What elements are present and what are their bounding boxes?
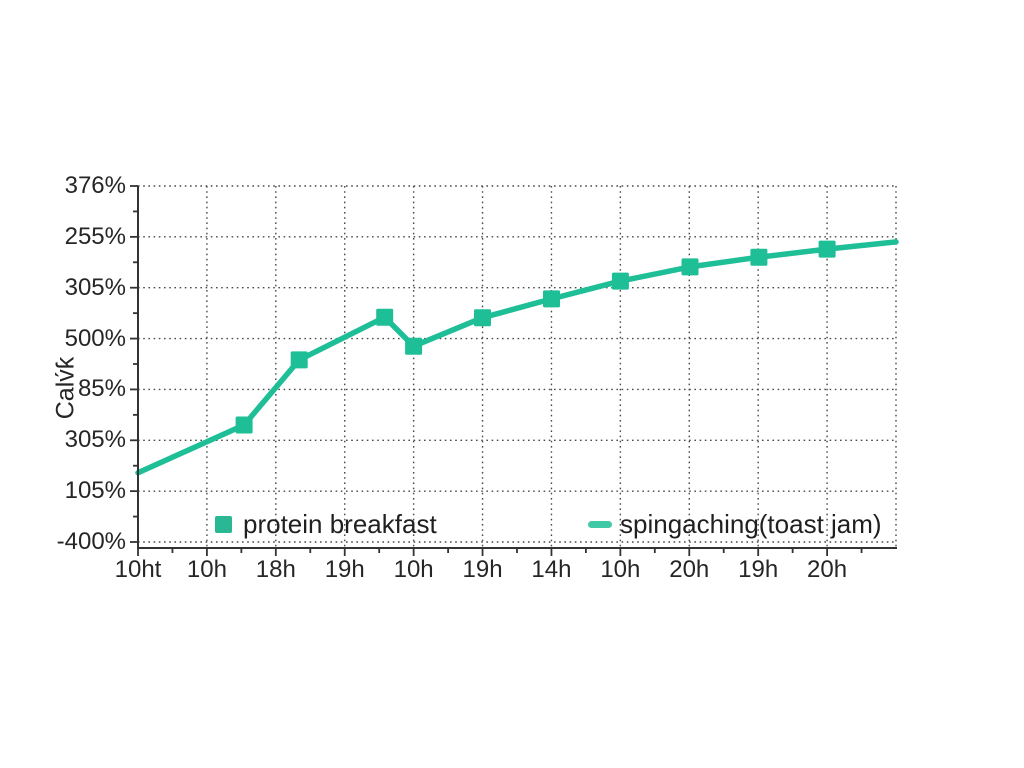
y-tick-label: 305%	[64, 426, 126, 454]
y-tick-label: 305%	[64, 273, 126, 301]
legend-square-marker-icon	[215, 515, 232, 533]
x-tick-label: 10h	[393, 556, 434, 583]
legend-label: spingaching(toast jam)	[620, 508, 882, 539]
y-tick-label: -400%	[56, 528, 126, 555]
x-tick-label: 14h	[531, 556, 572, 583]
legend-dash-marker-icon	[588, 520, 612, 528]
y-tick-label: 500%	[64, 324, 126, 352]
axes-spines	[137, 186, 897, 549]
x-tick-label: 10ht	[114, 556, 162, 583]
x-tick-label: 20h	[669, 556, 710, 583]
axis-ticks	[130, 185, 863, 556]
legend-item-spingaching-toast-jam: spingaching(toast jam)	[588, 509, 882, 539]
x-tick-label: 10h	[600, 556, 641, 583]
y-tick-label: 105%	[64, 477, 126, 505]
y-tick-label: 85%	[77, 375, 126, 403]
legend-label: protein breakfast	[243, 508, 437, 539]
x-tick-label: 10h	[186, 556, 227, 583]
series-line	[135, 239, 899, 476]
x-tick-label: 20h	[807, 556, 848, 583]
x-tick-label: 18h	[255, 556, 296, 583]
legend-item-protein-breakfast: protein breakfast	[215, 509, 437, 539]
gridlines	[138, 185, 897, 548]
y-tick-label: 376%	[64, 172, 126, 199]
series-markers	[235, 240, 836, 434]
x-tick-label: 19h	[462, 556, 503, 583]
x-tick-label: 19h	[738, 556, 779, 583]
y-axis-title: Calv́ƙ	[51, 356, 80, 420]
x-tick-label: 19h	[324, 556, 365, 583]
y-tick-label: 255%	[64, 222, 126, 250]
